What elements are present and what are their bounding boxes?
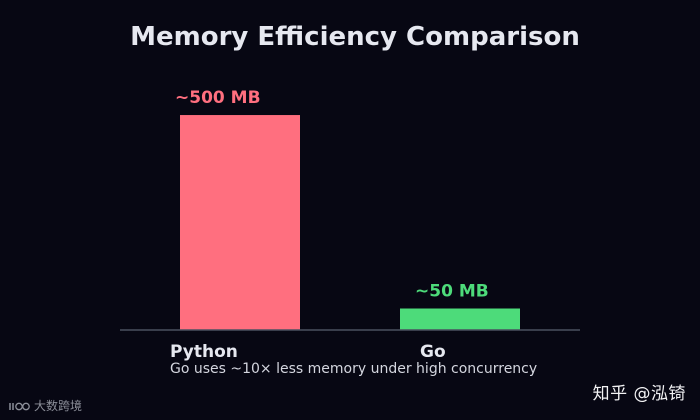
right-watermark: 知乎 @泓锜: [592, 384, 686, 404]
x-tick-label-go: Go: [420, 342, 446, 362]
bars-layer: [180, 115, 520, 331]
labels-layer: ~500 MB Python ~50 MB Go: [170, 88, 489, 362]
bar-python: [180, 115, 300, 331]
data-label-python: ~500 MB: [175, 88, 261, 108]
brand-logo-icon: [9, 402, 30, 410]
bar-go: [400, 308, 520, 330]
left-watermark-text: 大数跨境: [34, 399, 83, 413]
chart-caption: Go uses ~10× less memory under high conc…: [170, 361, 537, 377]
chart-title: Memory Efficiency Comparison: [130, 22, 580, 52]
x-tick-label-python: Python: [170, 342, 238, 362]
left-watermark: 大数跨境: [8, 397, 82, 414]
data-label-go: ~50 MB: [415, 282, 489, 302]
